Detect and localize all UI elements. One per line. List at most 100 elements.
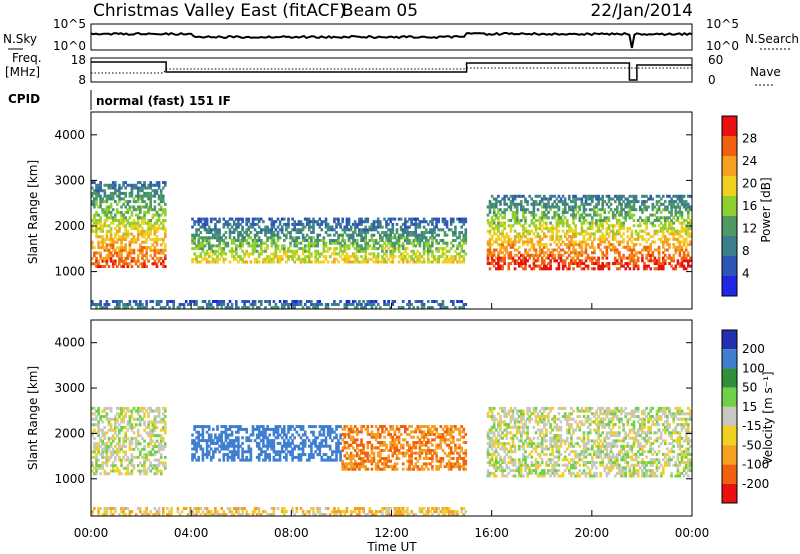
power-cell — [680, 210, 684, 214]
power-cell — [509, 251, 513, 255]
power-cell — [272, 220, 276, 224]
power-cell — [680, 202, 684, 206]
power-cell — [107, 208, 111, 212]
power-cell — [118, 183, 121, 187]
power-cell — [578, 216, 582, 220]
power-cell — [308, 236, 311, 240]
power-cell — [97, 235, 100, 239]
power-cell — [490, 262, 494, 265]
power-cell — [578, 205, 582, 209]
power-cell — [312, 217, 315, 221]
power-cell — [505, 232, 508, 236]
velocity-cell — [239, 458, 242, 462]
power-cell — [636, 251, 640, 255]
power-cell — [414, 244, 418, 248]
power-cell — [664, 216, 667, 220]
velocity-cell — [320, 458, 324, 462]
velocity-cell — [260, 425, 263, 429]
power-cell — [385, 225, 388, 229]
power-cell — [490, 219, 494, 222]
power-cell — [326, 228, 330, 232]
power-cell — [672, 205, 675, 209]
power-cell — [362, 236, 365, 240]
velocity-cell — [374, 446, 378, 450]
velocity-cell — [257, 430, 261, 434]
power-cell — [582, 202, 586, 206]
power-cell — [195, 257, 198, 261]
power-cell — [199, 231, 203, 234]
velocity-cell — [195, 447, 198, 451]
power-cell — [116, 194, 119, 198]
velocity-cell — [291, 455, 294, 459]
power-cell — [578, 232, 582, 236]
power-cell — [337, 236, 340, 240]
power-cell — [381, 255, 384, 259]
power-cell — [597, 227, 600, 230]
power-cell — [420, 255, 424, 259]
power-cell — [141, 265, 144, 268]
power-cell — [153, 259, 157, 263]
power-cell — [599, 213, 602, 217]
velocity-cell — [139, 415, 142, 419]
power-cell — [678, 245, 682, 249]
power-cell — [364, 249, 367, 253]
nsky-label: N.Sky — [3, 32, 37, 46]
power-cell — [641, 248, 644, 252]
power-cell — [124, 243, 127, 247]
power-cell — [214, 222, 217, 226]
power-cell — [364, 257, 367, 261]
velocity-cell — [324, 441, 328, 445]
power-cell — [666, 227, 669, 230]
power-cell — [620, 227, 623, 230]
power-cell — [570, 240, 573, 244]
velocity-cell — [318, 425, 322, 429]
power-cell — [385, 252, 388, 256]
power-cell — [634, 229, 638, 233]
velocity-cell — [245, 455, 248, 459]
velocity-cell — [351, 441, 355, 444]
power-cell — [95, 235, 98, 239]
power-cell — [503, 202, 506, 206]
power-cell — [511, 213, 515, 217]
power-cell — [427, 231, 430, 234]
power-cell — [95, 194, 98, 198]
velocity-cell — [264, 427, 267, 431]
power-cell — [222, 233, 226, 237]
velocity-cell — [337, 425, 340, 429]
velocity-cell — [132, 406, 136, 410]
power-cell — [239, 257, 242, 261]
velocity-cell — [120, 445, 123, 448]
power-cell — [316, 252, 319, 256]
power-cell — [458, 217, 461, 221]
velocity-cell — [109, 406, 113, 410]
power-cell — [287, 257, 290, 261]
velocity-cell — [128, 442, 132, 446]
velocity-cell — [341, 427, 344, 431]
velocity-cell — [207, 425, 211, 429]
power-cell — [437, 233, 440, 237]
power-cell — [422, 225, 426, 229]
power-cell — [105, 229, 109, 233]
power-cell — [503, 194, 506, 198]
power-cell — [239, 217, 242, 221]
power-cell — [553, 259, 556, 263]
power-cell — [93, 221, 96, 225]
power-cell — [122, 221, 125, 225]
power-cell — [515, 205, 519, 209]
power-cell — [561, 194, 565, 198]
power-cell — [101, 306, 104, 310]
power-cell — [501, 264, 504, 268]
power-cell — [576, 253, 579, 257]
power-cell — [280, 306, 284, 310]
power-cell — [270, 244, 274, 248]
velocity-cell — [237, 450, 240, 454]
power-cell — [599, 197, 602, 201]
power-cell — [122, 248, 125, 252]
power-cell — [503, 259, 506, 263]
velocity-cell — [347, 446, 351, 450]
power-cell — [418, 257, 422, 261]
power-cell — [109, 229, 113, 233]
velocity-cell — [103, 436, 107, 440]
power-cell — [557, 240, 561, 244]
velocity-cell — [385, 457, 388, 460]
